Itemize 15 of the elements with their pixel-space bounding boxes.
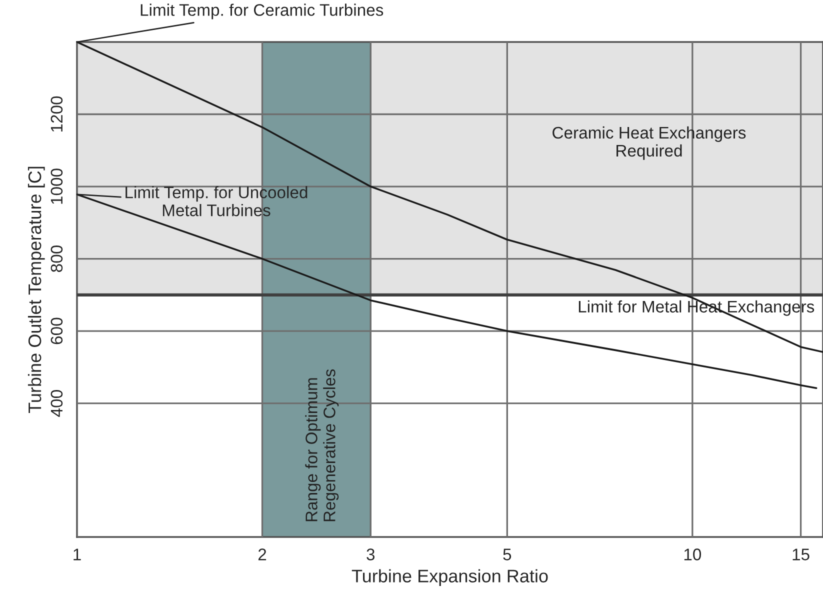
x-tick-label: 5 [503, 548, 512, 560]
x-tick-label: 3 [366, 548, 375, 560]
x-tick-label: 10 [684, 548, 702, 560]
x-axis-title: Turbine Expansion Ratio [352, 569, 548, 586]
x-tick-label: 1 [74, 548, 81, 560]
y-axis-title: Turbine Outlet Temperature [C] [28, 166, 45, 414]
y-tick-label: 1200 [50, 96, 63, 132]
x-tick-label: 15 [792, 548, 810, 560]
annotation: Limit Temp. for Ceramic Turbines [140, 4, 384, 20]
y-tick-label: 400 [50, 390, 63, 417]
y-tick-label: 1000 [50, 168, 63, 204]
x-tick-label: 2 [258, 548, 266, 560]
y-tick-label: 600 [50, 318, 63, 344]
y-tick-label: 800 [50, 246, 63, 272]
band-label: Range for Optimum Regenerative Cycles [305, 369, 339, 522]
